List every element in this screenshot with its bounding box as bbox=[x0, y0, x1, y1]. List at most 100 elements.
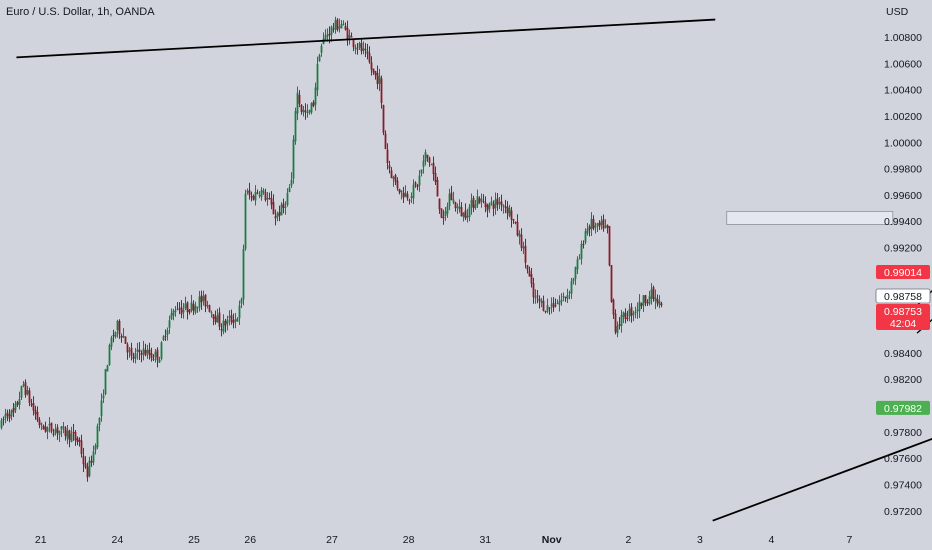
candle-bear bbox=[252, 195, 255, 200]
candle-bear bbox=[188, 309, 191, 313]
candle-bear bbox=[36, 411, 39, 421]
lower-trendline[interactable] bbox=[712, 427, 932, 522]
candle-bull bbox=[70, 433, 73, 442]
candle-bull bbox=[462, 212, 465, 218]
price-axis[interactable]: USD 1.00800 1.00600 1.00400 1.00200 1.00000 0.… bbox=[884, 6, 922, 518]
candle-bull bbox=[576, 259, 579, 270]
candle-bull bbox=[636, 309, 639, 312]
candle-bear bbox=[52, 433, 55, 435]
candle-bull bbox=[518, 233, 521, 237]
candle-bear bbox=[564, 296, 567, 299]
candle-bear bbox=[426, 154, 429, 158]
candle-bull bbox=[302, 109, 305, 113]
candle-bear bbox=[610, 265, 613, 302]
candle-bull bbox=[474, 204, 477, 208]
price-tick-label: 0.99800 bbox=[884, 164, 922, 176]
candle-bull bbox=[392, 177, 395, 180]
candle-bull bbox=[102, 395, 105, 399]
candle-bull bbox=[184, 303, 187, 309]
candle-bear bbox=[44, 426, 47, 432]
candle-bull bbox=[160, 342, 163, 359]
candle-bear bbox=[50, 422, 53, 432]
candle-bull bbox=[116, 320, 119, 331]
candle-bear bbox=[644, 295, 647, 303]
symbol-title[interactable]: Euro / U.S. Dollar, 1h, OANDA bbox=[6, 6, 155, 18]
price-tick-label: 1.00600 bbox=[884, 58, 922, 70]
candle-bull bbox=[340, 24, 343, 29]
candle-bear bbox=[372, 68, 375, 73]
candle-bear bbox=[200, 295, 203, 303]
candle-bull bbox=[62, 426, 65, 428]
candle-bull bbox=[468, 206, 471, 218]
candle-bull bbox=[502, 205, 505, 207]
candle-bear bbox=[270, 198, 273, 205]
upper-trendline[interactable] bbox=[16, 18, 716, 59]
candle-bull bbox=[448, 193, 451, 207]
candle-bear bbox=[256, 192, 259, 194]
time-tick-label: 24 bbox=[112, 534, 124, 546]
price-tick-label: 0.97800 bbox=[884, 427, 922, 439]
candle-bull bbox=[104, 369, 107, 395]
candle-bear bbox=[164, 335, 167, 337]
candle-bear bbox=[68, 430, 71, 441]
candle-bull bbox=[330, 26, 333, 35]
candle-bull bbox=[534, 296, 537, 299]
candle-bull bbox=[574, 267, 577, 279]
candle-bear bbox=[614, 313, 617, 333]
candle-bull bbox=[172, 310, 175, 316]
candle-bear bbox=[524, 245, 527, 263]
candle-bear bbox=[652, 287, 655, 299]
price-tick-label: 0.98200 bbox=[884, 374, 922, 386]
candle-bear bbox=[232, 320, 235, 324]
candle-bear bbox=[76, 438, 79, 443]
take-profit-badge-text: 0.97982 bbox=[884, 403, 922, 415]
candle-bull bbox=[10, 410, 13, 417]
candle-bull bbox=[628, 309, 631, 317]
candle-bull bbox=[96, 425, 99, 448]
candle-bull bbox=[26, 389, 29, 395]
candle-bear bbox=[582, 244, 585, 246]
candle-bull bbox=[616, 325, 619, 334]
candle-bull bbox=[92, 451, 95, 463]
candle-bear bbox=[30, 403, 33, 406]
candle-bull bbox=[522, 246, 525, 249]
time-axis[interactable]: 21 24 25 26 27 28 31 Nov 2 3 4 7 bbox=[35, 534, 853, 546]
candle-bear bbox=[148, 349, 151, 356]
time-tick-label: 3 bbox=[697, 534, 703, 546]
candle-bull bbox=[556, 303, 559, 305]
candle-bear bbox=[450, 192, 453, 201]
candle-bear bbox=[438, 198, 441, 210]
price-tick-label: 1.00400 bbox=[884, 85, 922, 97]
candle-bull bbox=[546, 305, 549, 312]
candle-bear bbox=[440, 208, 443, 218]
candle-bear bbox=[646, 302, 649, 304]
candle-bear bbox=[152, 358, 155, 360]
candle-bear bbox=[24, 382, 27, 396]
candle-bear bbox=[624, 312, 627, 320]
candle-bear bbox=[376, 73, 379, 84]
time-tick-label: 31 bbox=[479, 534, 491, 546]
candle-bear bbox=[510, 210, 513, 220]
candle-bear bbox=[548, 307, 551, 309]
candle-bull bbox=[158, 359, 161, 363]
candle-bear bbox=[32, 403, 35, 411]
candle-bull bbox=[446, 206, 449, 214]
candle-bear bbox=[336, 19, 339, 31]
candle-bull bbox=[262, 190, 265, 193]
candle-bull bbox=[590, 218, 593, 229]
candle-bear bbox=[138, 349, 141, 353]
candle-bear bbox=[72, 431, 75, 434]
candle-bear bbox=[588, 226, 591, 230]
candle-bear bbox=[436, 179, 439, 197]
candle-bull bbox=[622, 312, 625, 317]
candle-bear bbox=[8, 414, 11, 419]
candle-bear bbox=[368, 53, 371, 63]
candle-bull bbox=[580, 244, 583, 259]
candle-bull bbox=[354, 47, 357, 50]
candle-bull bbox=[194, 305, 197, 313]
currency-label: USD bbox=[886, 6, 909, 18]
candle-bull bbox=[294, 111, 297, 142]
candle-bull bbox=[210, 312, 213, 314]
